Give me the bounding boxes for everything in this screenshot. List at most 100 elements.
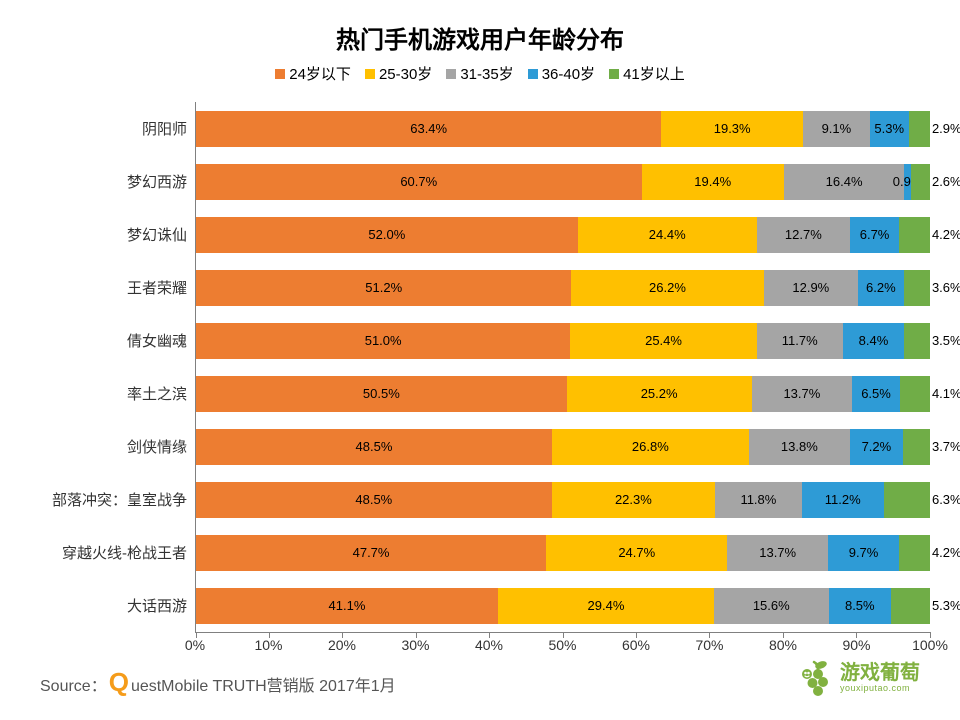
bar-segment: 7.2% (850, 429, 903, 465)
legend-swatch (446, 69, 456, 79)
segment-value: 9.1% (822, 121, 852, 136)
bar-segment: 25.2% (567, 376, 752, 412)
bar-segment: 4.1% (900, 376, 930, 412)
stacked-bar: 48.5%26.8%13.8%7.2%3.7% (196, 429, 930, 465)
segment-value: 2.6% (932, 174, 960, 189)
segment-value: 60.7% (400, 174, 437, 189)
legend-label: 41岁以上 (623, 63, 685, 84)
bar-segment: 5.3% (891, 588, 930, 624)
bar-segment: 11.2% (802, 482, 884, 518)
x-tick-label: 60% (622, 637, 650, 653)
segment-value: 6.7% (860, 227, 890, 242)
bar-segment: 2.6% (911, 164, 930, 200)
segment-value: 48.5% (355, 492, 392, 507)
bar-segment: 25.4% (570, 323, 756, 359)
bar-segment: 51.0% (196, 323, 570, 359)
x-tick-label: 70% (695, 637, 723, 653)
bar-row: 41.1%29.4%15.6%8.5%5.3% (196, 579, 930, 632)
bar-segment: 50.5% (196, 376, 567, 412)
bar-segment: 19.3% (661, 111, 803, 147)
bar-segment: 19.4% (642, 164, 784, 200)
stacked-bar: 63.4%19.3%9.1%5.3%2.9% (196, 111, 930, 147)
bar-row: 47.7%24.7%13.7%9.7%4.2% (196, 526, 930, 579)
segment-value: 4.1% (932, 386, 960, 401)
x-tick-label: 30% (401, 637, 429, 653)
segment-value: 16.4% (826, 174, 863, 189)
bar-row: 63.4%19.3%9.1%5.3%2.9% (196, 102, 930, 155)
source-rest: uestMobile TRUTH营销版 2017年1月 (131, 672, 396, 696)
segment-value: 51.2% (365, 280, 402, 295)
segment-value: 26.8% (632, 439, 669, 454)
segment-value: 50.5% (363, 386, 400, 401)
x-tick-label: 50% (548, 637, 576, 653)
segment-value: 9.7% (849, 545, 879, 560)
segment-value: 3.7% (932, 439, 960, 454)
bar-segment: 29.4% (498, 588, 714, 624)
category-label: 穿越火线-枪战王者 (40, 526, 195, 579)
legend-item: 25-30岁 (365, 63, 432, 84)
segment-value: 11.7% (782, 333, 818, 348)
segment-value: 2.9% (932, 121, 960, 136)
x-tick-label: 90% (842, 637, 870, 653)
x-tick-label: 80% (769, 637, 797, 653)
legend: 24岁以下25-30岁31-35岁36-40岁41岁以上 (30, 63, 930, 84)
brand-name-en: youxiputao.com (840, 684, 920, 694)
segment-value: 25.4% (645, 333, 682, 348)
bar-segment: 52.0% (196, 217, 578, 253)
bar-segment: 11.7% (757, 323, 843, 359)
x-tick-label: 0% (185, 637, 205, 653)
bar-segment: 24.4% (578, 217, 757, 253)
bar-segment: 48.5% (196, 482, 552, 518)
bar-segment: 3.7% (903, 429, 930, 465)
segment-value: 41.1% (329, 598, 366, 613)
bars: 63.4%19.3%9.1%5.3%2.9%60.7%19.4%16.4%0.9… (196, 102, 930, 632)
bar-segment: 26.2% (571, 270, 763, 306)
stacked-bar: 51.0% 25.4% 11.7% 8.4% 3.5% (196, 323, 930, 359)
bar-segment: 22.3% (552, 482, 716, 518)
legend-swatch (275, 69, 285, 79)
stacked-bar: 51.2% 26.2%12.9%6.2%3.6% (196, 270, 930, 306)
bar-row: 50.5%25.2%13.7%6.5%4.1% (196, 367, 930, 420)
segment-value: 15.6% (753, 598, 790, 613)
bar-segment: 3.6% (904, 270, 930, 306)
segment-value: 22.3% (615, 492, 652, 507)
x-tick-label: 40% (475, 637, 503, 653)
category-label: 部落冲突：皇室战争 (40, 473, 195, 526)
bar-row: 48.5%26.8%13.8%7.2%3.7% (196, 420, 930, 473)
legend-swatch (609, 69, 619, 79)
legend-swatch (528, 69, 538, 79)
bar-segment: 6.2% (858, 270, 903, 306)
segment-value: 19.3% (714, 121, 751, 136)
legend-label: 25-30岁 (379, 63, 432, 84)
bar-row: 51.2% 26.2%12.9%6.2%3.6% (196, 261, 930, 314)
segment-value: 4.2% (932, 545, 960, 560)
stacked-bar: 60.7%19.4%16.4%0.9%2.6% (196, 164, 930, 200)
segment-value: 52.0% (368, 227, 405, 242)
legend-item: 31-35岁 (446, 63, 513, 84)
segment-value: 25.2% (641, 386, 678, 401)
segment-value: 12.7% (785, 227, 822, 242)
legend-label: 31-35岁 (460, 63, 513, 84)
source-text: Source： Q uestMobile TRUTH营销版 2017年1月 (40, 667, 396, 698)
legend-item: 24岁以下 (275, 63, 351, 84)
segment-value: 6.5% (861, 386, 891, 401)
bar-segment: 2.9% (909, 111, 930, 147)
bar-segment: 41.1% (196, 588, 498, 624)
source-prefix: Source： (40, 672, 107, 696)
bar-segment: 15.6% (714, 588, 829, 624)
stacked-bar: 50.5%25.2%13.7%6.5%4.1% (196, 376, 930, 412)
segment-value: 11.8% (740, 492, 776, 507)
bar-segment: 11.8% (715, 482, 802, 518)
grape-icon (794, 658, 834, 698)
category-label: 倩女幽魂 (40, 314, 195, 367)
segment-value: 5.3% (932, 598, 960, 613)
footer: Source： Q uestMobile TRUTH营销版 2017年1月 游戏… (40, 658, 920, 698)
segment-value: 29.4% (588, 598, 625, 613)
segment-value: 13.7% (759, 545, 796, 560)
x-tick-label: 100% (912, 637, 948, 653)
bar-segment: 4.2% (899, 217, 930, 253)
bar-segment: 6.5% (852, 376, 900, 412)
bar-segment: 12.9% (764, 270, 859, 306)
segment-value: 8.4% (859, 333, 889, 348)
bar-segment: 3.5% (904, 323, 930, 359)
